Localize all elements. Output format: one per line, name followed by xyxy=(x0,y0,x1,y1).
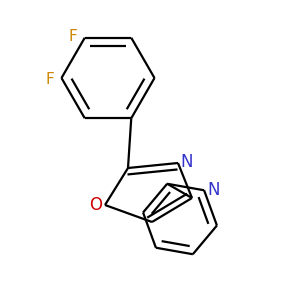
Text: N: N xyxy=(181,153,193,171)
Text: F: F xyxy=(46,72,55,87)
Text: O: O xyxy=(89,196,102,214)
Text: F: F xyxy=(69,29,78,44)
Text: N: N xyxy=(208,181,220,199)
